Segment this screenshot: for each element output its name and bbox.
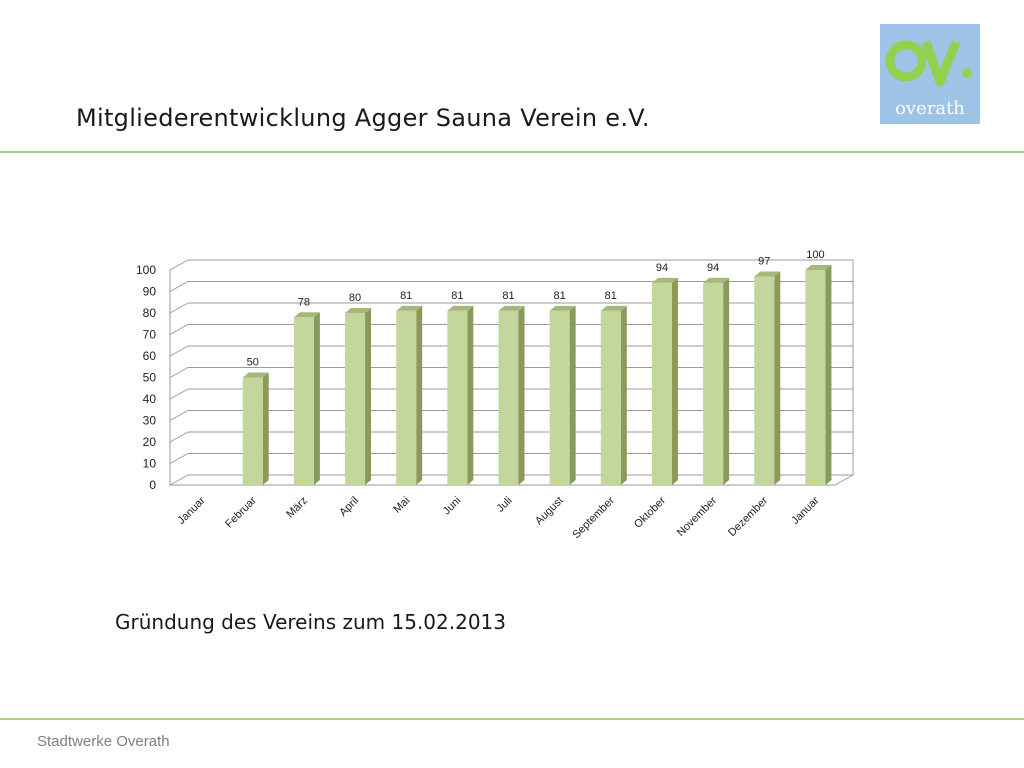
bar — [703, 282, 724, 485]
bar — [549, 310, 570, 485]
gridline-slant — [169, 324, 189, 335]
bar-side — [365, 308, 372, 485]
bar-top — [754, 271, 781, 277]
x-tick-label: März — [284, 495, 310, 521]
y-tick-label: 80 — [143, 306, 157, 320]
x-tick-label: Januar — [175, 494, 208, 527]
bar-top — [345, 308, 372, 313]
data-label: 94 — [707, 262, 719, 274]
y-tick-label: 50 — [143, 371, 157, 385]
bar-top — [805, 265, 832, 270]
data-label: 81 — [605, 290, 617, 302]
bar-side — [723, 277, 730, 485]
bar-side — [671, 277, 678, 485]
bar-side — [518, 305, 525, 485]
x-tick-label: Juli — [494, 495, 514, 515]
y-tick-label: 0 — [149, 478, 156, 492]
data-label: 97 — [758, 255, 770, 267]
y-tick-label: 90 — [143, 285, 157, 299]
bar-side — [825, 265, 832, 485]
x-tick-label: Mai — [391, 495, 412, 516]
x-tick-label: Juni — [441, 495, 464, 518]
gridline-slant — [169, 259, 189, 271]
bar-side — [467, 305, 474, 485]
footer-text: Stadtwerke Overath — [37, 733, 170, 750]
logo-text: overath — [895, 98, 965, 119]
gridline-slant — [169, 410, 189, 421]
y-tick-label: 20 — [143, 435, 157, 449]
bar — [805, 270, 826, 485]
x-tick-label: August — [533, 495, 566, 528]
data-label: 78 — [298, 296, 310, 308]
x-tick-label: April — [337, 495, 361, 519]
gridline-slant — [169, 453, 189, 464]
bar — [345, 313, 366, 485]
bar — [293, 317, 314, 485]
bar — [498, 310, 519, 485]
bar-side — [416, 305, 423, 485]
gridline-slant — [169, 367, 189, 378]
gridline-slant — [169, 345, 189, 357]
bar-top — [703, 277, 730, 283]
data-label: 81 — [451, 290, 463, 302]
y-tick-label: 70 — [143, 328, 157, 342]
data-label: 50 — [247, 357, 259, 369]
gridline-slant — [169, 474, 189, 486]
y-tick-label: 40 — [143, 392, 157, 406]
gridline-slant — [169, 302, 189, 314]
slide-title: Mitgliederentwicklung Agger Sauna Verein… — [76, 104, 650, 132]
x-tick-label: Dezember — [726, 494, 771, 539]
x-tick-label: Februar — [223, 494, 259, 530]
data-label: 81 — [502, 290, 514, 302]
bar-top — [396, 305, 423, 311]
overath-logo: overath — [880, 24, 980, 124]
gridline-slant — [169, 431, 189, 443]
floor-edge — [834, 474, 854, 486]
data-label: 80 — [349, 292, 361, 304]
bar — [242, 377, 263, 485]
bar-side — [620, 305, 627, 485]
bar-top — [498, 305, 525, 311]
data-label: 81 — [400, 290, 412, 302]
gridline-slant — [169, 388, 189, 400]
bar — [600, 310, 621, 485]
bar-top — [651, 277, 678, 283]
bar-side — [569, 305, 576, 485]
bar-side — [774, 271, 781, 485]
bar-side — [262, 372, 269, 485]
data-label: 81 — [554, 290, 566, 302]
data-label: 94 — [656, 262, 668, 274]
y-tick-label: 60 — [143, 349, 157, 363]
bar-side — [313, 312, 320, 485]
bar-top — [242, 372, 269, 378]
top-divider — [0, 151, 1024, 153]
data-label: 100 — [806, 249, 824, 261]
bar — [396, 310, 417, 485]
bar-top — [600, 305, 627, 311]
bar — [447, 310, 468, 485]
bar-top — [293, 312, 320, 318]
x-tick-label: November — [675, 494, 720, 539]
bar-top — [447, 305, 474, 311]
x-tick-label: Oktober — [632, 494, 668, 530]
bar — [754, 276, 775, 485]
y-tick-label: 30 — [143, 414, 157, 428]
y-tick-label: 10 — [143, 457, 157, 471]
founding-note: Gründung des Vereins zum 15.02.2013 — [115, 610, 507, 634]
bottom-divider — [0, 718, 1024, 720]
y-tick-label: 100 — [136, 263, 156, 277]
x-tick-label: Januar — [789, 494, 822, 527]
ov-logo-mark — [885, 40, 972, 87]
x-tick-label: September — [570, 494, 617, 541]
gridline-slant — [169, 281, 189, 292]
bar — [651, 282, 672, 485]
bar-top — [549, 305, 576, 311]
